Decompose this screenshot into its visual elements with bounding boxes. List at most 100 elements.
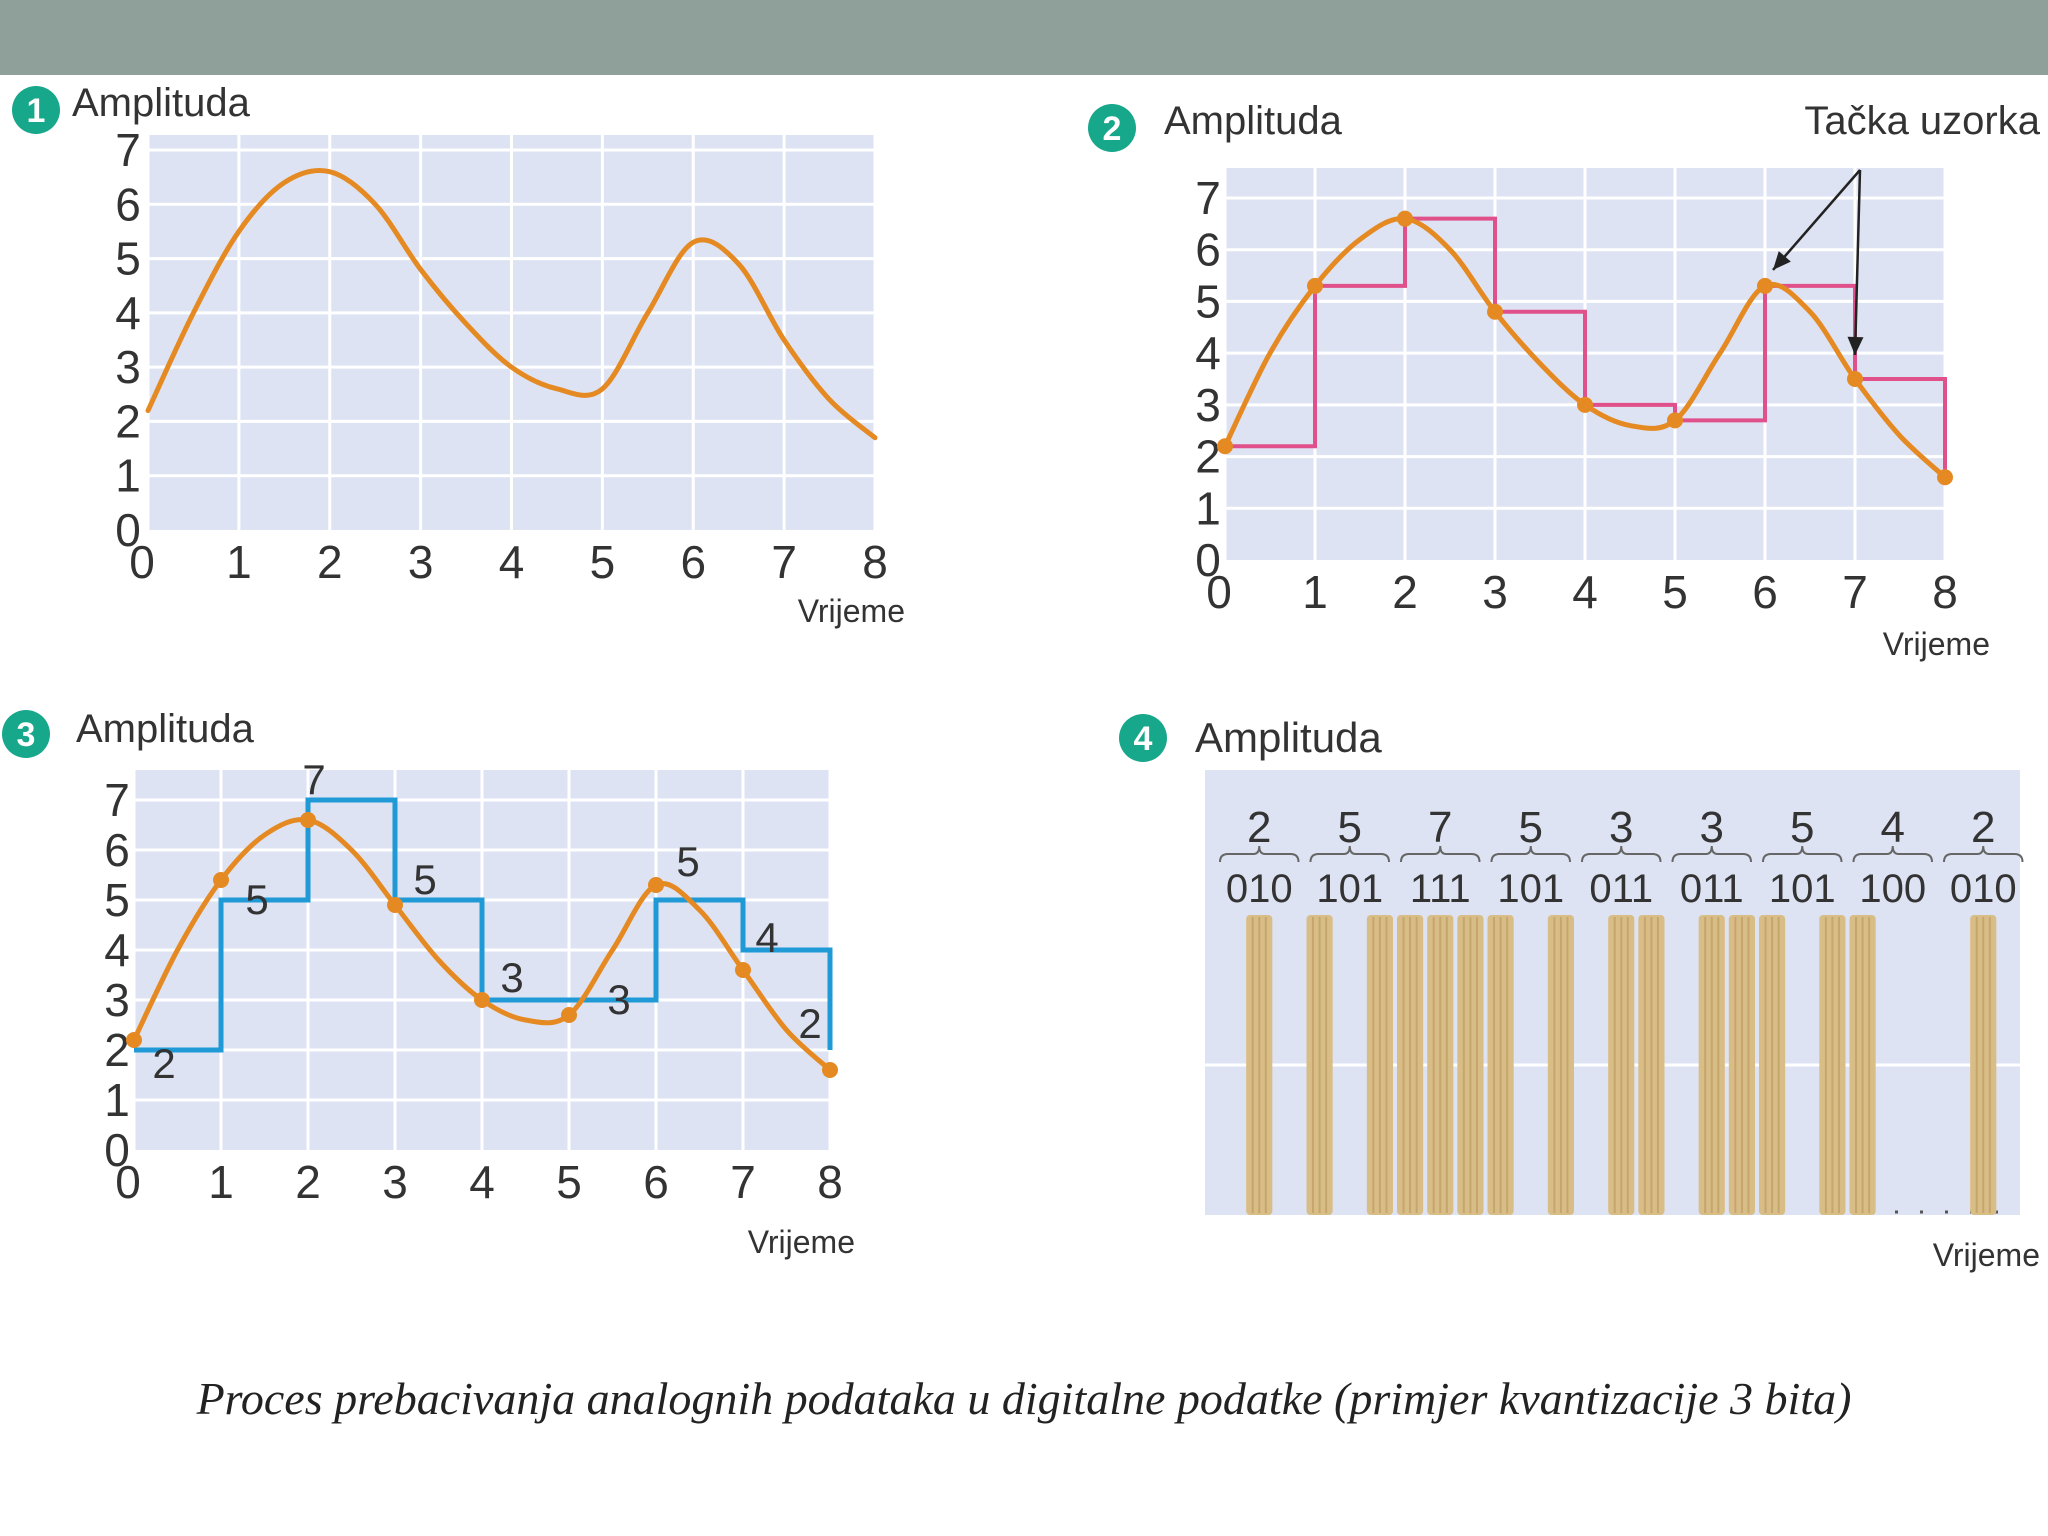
chart2-annotation-arrow	[1772, 169, 1861, 271]
chart1-analog-curve	[145, 167, 878, 441]
chart2-y-tick: 2	[1195, 431, 1221, 483]
chart4-brace	[1852, 845, 1933, 863]
chart3-x-tick: 0	[115, 1156, 141, 1208]
chart2-sample-point	[1487, 303, 1503, 320]
chart3-sample-point	[822, 1062, 838, 1078]
chart3-x-tick: 7	[730, 1156, 756, 1208]
chart1-y-title: Amplituda	[72, 81, 251, 125]
chart2-sample-point	[1217, 438, 1233, 455]
chart2-y-tick: 4	[1195, 327, 1221, 379]
chart2-x-tick: 4	[1572, 566, 1598, 618]
chart3-y-title: Amplituda	[76, 707, 255, 751]
chart1-x-tick: 0	[129, 536, 155, 588]
chart2-y-tick: 7	[1195, 172, 1221, 224]
chart3-y-tick: 3	[104, 974, 130, 1026]
chart1-y-tick: 0	[115, 504, 141, 556]
chart4-brace	[1490, 845, 1571, 863]
chart1-y-tick: 7	[115, 124, 141, 176]
chart4-sample-value: 2	[1971, 803, 1995, 852]
chart1-badge-circle	[12, 86, 60, 134]
chart3-sample-point	[387, 897, 403, 913]
chart2-sample-point	[1577, 396, 1593, 413]
chart2-x-tick: 3	[1482, 566, 1508, 618]
chart3-sample-point	[474, 992, 490, 1008]
chart1-x-tick: 2	[317, 536, 343, 588]
chart2-sample-point	[1937, 469, 1953, 486]
chart3-value-label: 5	[413, 856, 436, 903]
chart4-binary-code: 101	[1497, 867, 1564, 911]
chart2-x-tick: 7	[1842, 566, 1868, 618]
chart3-y-tick: 1	[104, 1074, 130, 1126]
chart4-binary-code: 010	[1226, 867, 1293, 911]
chart3-quantized-line	[134, 797, 833, 1053]
chart1-y-tick: 1	[115, 450, 141, 502]
chart3-value-label: 4	[755, 914, 778, 961]
chart1-x-title: Vrijeme	[798, 593, 905, 629]
chart4-y-title: Amplituda	[1195, 714, 1382, 761]
chart3-value-label: 2	[798, 1000, 821, 1047]
chart4-sample-value: 5	[1338, 803, 1362, 852]
chart3-x-tick: 4	[469, 1156, 495, 1208]
chart4-brace	[1219, 845, 1300, 863]
chart4-sample-value: 3	[1609, 803, 1633, 852]
chart2-x-tick: 0	[1206, 566, 1232, 618]
chart2-sample-point	[1667, 412, 1683, 429]
chart3-value-label: 5	[245, 876, 268, 923]
chart2-y-title: Amplituda	[1164, 99, 1343, 143]
chart3-sample-point	[300, 812, 316, 828]
chart2-y-tick: 3	[1195, 379, 1221, 431]
top-banner	[0, 0, 2048, 75]
chart1-badge-number: 1	[27, 92, 46, 130]
chart3-badge-number: 3	[17, 716, 36, 754]
chart4-brace	[1762, 845, 1843, 863]
chart2-sample-point	[1757, 277, 1773, 294]
chart4-brace	[1581, 845, 1662, 863]
chart1-y-tick: 5	[115, 233, 141, 285]
chart3-sample-point	[213, 872, 229, 888]
chart3-x-tick: 8	[817, 1156, 843, 1208]
chart1-y-tick: 4	[115, 287, 141, 339]
chart4-brace	[1943, 845, 2024, 863]
chart4-badge-number: 4	[1134, 720, 1153, 758]
chart4-binary-code: 011	[1589, 867, 1653, 911]
chart2-x-tick: 1	[1302, 566, 1328, 618]
figure-caption: Proces prebacivanja analognih podataka u…	[196, 1373, 1852, 1424]
chart2-annotation: Tačka uzorka	[1804, 99, 2040, 143]
chart3-value-label: 7	[302, 756, 325, 803]
chart2-y-tick: 5	[1195, 275, 1221, 327]
chart2-badge-number: 2	[1103, 110, 1122, 148]
chart1-y-tick: 6	[115, 178, 141, 230]
chart2-y-tick: 6	[1195, 224, 1221, 276]
chart1-x-tick: 5	[590, 536, 616, 588]
chart3-value-label: 3	[607, 976, 630, 1023]
chart4-brace	[1671, 845, 1752, 863]
chart2-x-tick: 2	[1392, 566, 1418, 618]
chart4-sample-value: 5	[1790, 803, 1814, 852]
chart3-sample-point	[735, 962, 751, 978]
chart2-x-tick: 5	[1662, 566, 1688, 618]
chart1-x-tick: 4	[499, 536, 525, 588]
chart3-y-tick: 0	[104, 1124, 130, 1176]
chart2-annotation-arrow	[1853, 169, 1862, 356]
chart4-binary-code: 111	[1410, 867, 1471, 911]
chart3-y-tick: 4	[104, 924, 130, 976]
chart3-value-label: 2	[152, 1040, 175, 1087]
chart3-x-tick: 1	[208, 1156, 234, 1208]
chart3-sample-point	[126, 1032, 142, 1048]
chart1-x-tick: 8	[862, 536, 888, 588]
chart2-arrow-head	[1847, 336, 1864, 355]
chart3-x-tick: 3	[382, 1156, 408, 1208]
chart2-x-title: Vrijeme	[1883, 626, 1990, 662]
chart3-y-tick: 2	[104, 1024, 130, 1076]
chart3-x-title: Vrijeme	[748, 1224, 855, 1260]
chart2-arrow-head	[1773, 251, 1791, 270]
chart4-x-title: Vrijeme	[1933, 1237, 2040, 1273]
chart1-x-tick: 7	[771, 536, 797, 588]
chart3-value-label: 3	[500, 954, 523, 1001]
chart1-x-tick: 3	[408, 536, 434, 588]
chart4-sample-value: 3	[1700, 803, 1724, 852]
chart4-sample-value: 5	[1519, 803, 1543, 852]
chart4-binary-code: 101	[1769, 867, 1836, 911]
chart2-x-tick: 6	[1752, 566, 1778, 618]
